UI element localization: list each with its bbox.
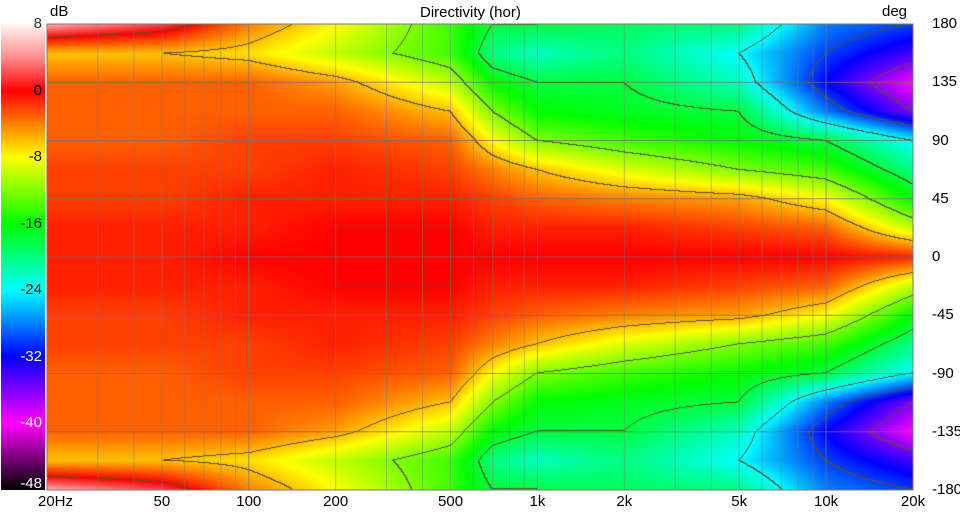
y-tick-label: 135 xyxy=(932,73,958,91)
colorbar-tick-label: -48 xyxy=(20,475,42,492)
y-tick-label: -90 xyxy=(932,364,954,382)
plot-frame xyxy=(46,23,914,491)
x-tick-label: 10k xyxy=(814,493,839,510)
colorbar-tick-label: -16 xyxy=(20,214,42,232)
colorbar-tick-label: -32 xyxy=(20,347,42,365)
x-tick-label: 200 xyxy=(323,493,349,510)
x-tick-label: 100 xyxy=(236,493,262,510)
x-tick-label: 1k xyxy=(529,493,546,510)
y-tick-label: -180 xyxy=(932,481,960,498)
y-tick-label: 0 xyxy=(932,248,941,265)
colorbar-tick-label: -8 xyxy=(28,148,42,166)
colorbar-tick-label: 8 xyxy=(33,15,42,32)
y-tick-label: -135 xyxy=(932,422,960,440)
colorbar-tick-label: -40 xyxy=(20,414,42,432)
x-tick-label: 20Hz xyxy=(38,493,74,510)
x-tick-label: 20k xyxy=(900,493,926,510)
x-tick-label: 5k xyxy=(731,493,748,510)
colorbar-label: dB xyxy=(50,3,69,20)
y-tick-label: 90 xyxy=(932,131,949,149)
colorbar xyxy=(1,24,45,490)
chart-title: Directivity (hor) xyxy=(420,4,521,21)
x-tick-label: 500 xyxy=(438,493,464,510)
y-axis-label: deg xyxy=(882,3,908,20)
y-tick-label: -45 xyxy=(932,306,954,324)
x-tick-label: 2k xyxy=(616,493,633,510)
colorbar-tick-label: 0 xyxy=(33,81,42,99)
x-tick-label: 50 xyxy=(153,493,171,510)
y-tick-label: 180 xyxy=(932,15,958,32)
colorbar-tick-label: -24 xyxy=(20,281,42,299)
y-tick-label: 45 xyxy=(932,189,949,207)
